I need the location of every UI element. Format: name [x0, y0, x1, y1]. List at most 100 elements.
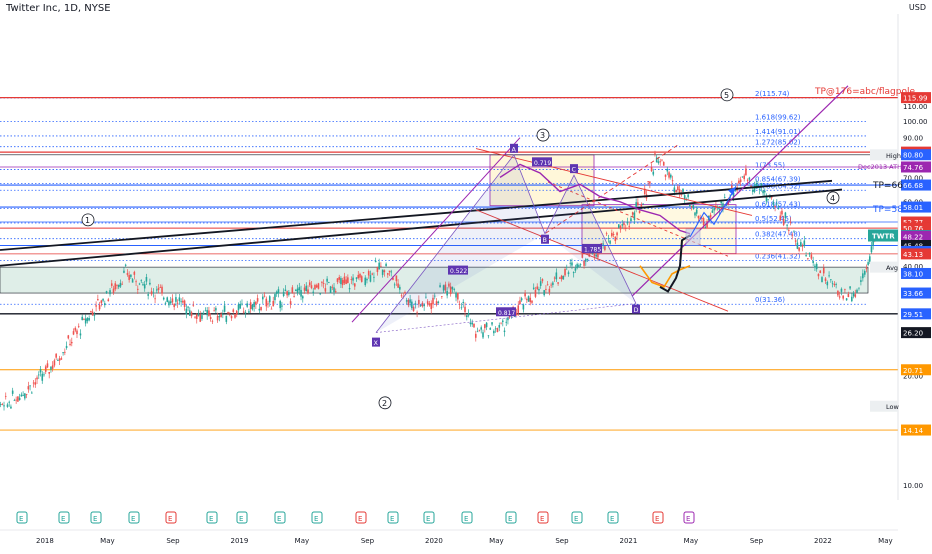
candle-body — [237, 304, 240, 311]
candle-body — [583, 260, 585, 266]
candle-body — [36, 377, 38, 380]
candle-body — [548, 288, 551, 293]
candle-body — [439, 285, 441, 288]
candle-body — [190, 312, 193, 317]
candle-body — [176, 302, 179, 304]
price-label-bg — [901, 267, 931, 279]
fib-level-label: 0.236(41.32) — [755, 253, 801, 261]
candle-body — [611, 232, 613, 237]
candle-body — [741, 176, 744, 178]
x-tick-label: May — [100, 537, 114, 545]
candle-body — [286, 291, 288, 296]
ratio-label-text: 0.522 — [450, 268, 467, 275]
candle-body — [814, 265, 816, 268]
candle-body — [697, 215, 700, 219]
candle-body — [43, 374, 45, 376]
candle-body — [854, 294, 857, 297]
candle-body — [803, 240, 806, 246]
pattern-point-bg — [632, 304, 640, 314]
price-label-bg — [901, 230, 931, 242]
candle-body — [578, 265, 580, 267]
fib-level-label: 1(73.55) — [755, 162, 785, 170]
candle-body — [451, 287, 454, 290]
candle-body — [46, 363, 49, 368]
candle-body — [72, 331, 75, 335]
price-label-text: 43.13 — [903, 251, 923, 259]
candle-body — [416, 312, 418, 314]
candle-body — [442, 285, 445, 291]
candle-body — [559, 277, 561, 279]
candle-body — [628, 225, 631, 227]
candle-body — [206, 310, 208, 316]
candle-body — [90, 311, 92, 313]
candle-body — [837, 290, 839, 296]
candle-body — [532, 287, 535, 290]
annotation-tp-66: TP=66 — [872, 181, 903, 191]
candle-body — [677, 186, 679, 190]
earnings-marker — [505, 511, 517, 524]
price-label-text: 115.99 — [903, 95, 928, 103]
candle-body — [383, 270, 386, 273]
candle-body — [121, 283, 124, 285]
x-tick-label: Sep — [750, 537, 764, 545]
candle-body — [830, 279, 832, 281]
price-label-text: 14.14 — [903, 427, 924, 435]
candle-body — [256, 298, 259, 302]
candle-body — [612, 233, 615, 235]
price-label-bg — [901, 161, 931, 173]
ratio-label-bg — [582, 243, 602, 253]
x-tick-label: May — [878, 537, 892, 545]
ratio-label-bg — [496, 307, 516, 317]
candle-body — [458, 304, 461, 306]
candle-body — [609, 240, 611, 244]
candle-body — [485, 322, 488, 328]
candle-body — [138, 283, 141, 285]
candle-body — [100, 300, 103, 304]
candle-body — [706, 221, 708, 228]
candle-body — [643, 188, 646, 195]
candle-body — [426, 301, 429, 305]
descending-channel-top — [475, 148, 753, 216]
candle-body — [755, 183, 758, 189]
candle-body — [187, 306, 189, 308]
candle-body — [550, 284, 552, 286]
candle-body — [17, 396, 19, 402]
candle-body — [478, 329, 481, 331]
candle-body — [751, 190, 754, 192]
candle-body — [597, 249, 599, 258]
candle-body — [569, 262, 572, 264]
candle-body — [145, 277, 148, 282]
candle-body — [81, 316, 84, 321]
candle-body — [796, 242, 799, 249]
earnings-marker-label: E — [610, 515, 614, 523]
candle-body — [423, 304, 425, 307]
ticker-badge — [868, 229, 898, 242]
price-label-text: 20.71 — [903, 367, 923, 375]
candle-body — [798, 247, 800, 251]
candle-body — [234, 313, 236, 318]
candle-body — [538, 288, 540, 291]
candle-body — [621, 224, 624, 226]
candle-body — [260, 306, 262, 311]
candle-body — [633, 212, 636, 221]
candle-body — [812, 260, 814, 264]
pattern-point-label: B — [543, 236, 547, 244]
candle-body — [560, 275, 563, 280]
candle-body — [136, 288, 139, 290]
candle-body — [242, 311, 245, 313]
candle-body — [562, 275, 565, 280]
price-label-bg — [901, 424, 931, 436]
candle-body — [534, 289, 537, 297]
candle-body — [574, 268, 577, 271]
candle-body — [763, 190, 766, 193]
candle-body — [76, 330, 78, 335]
price-label-bg — [901, 216, 931, 228]
earnings-marker — [90, 511, 102, 524]
candle-body — [600, 243, 603, 245]
candle-body — [586, 258, 589, 260]
earnings-marker — [236, 511, 248, 524]
candle-body — [791, 234, 794, 236]
candle-body — [265, 298, 268, 307]
ratio-label-text: 1.785 — [584, 246, 601, 253]
